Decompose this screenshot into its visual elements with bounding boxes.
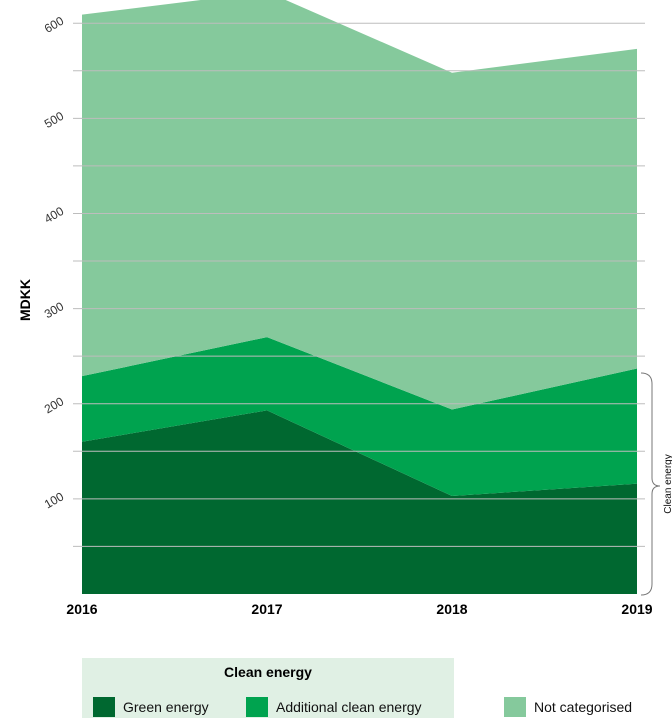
legend-swatch-not-categorised	[504, 697, 526, 717]
legend-group-box: Clean energy	[82, 658, 454, 718]
y-tick-label: 200	[42, 394, 67, 416]
legend-item-green-energy: Green energy	[93, 697, 209, 717]
x-tick-label: 2016	[66, 601, 97, 617]
gridlines	[73, 22, 645, 547]
legend-group-title: Clean energy	[224, 664, 312, 680]
y-axis-label: MDKK	[17, 279, 33, 321]
y-tick-label: 500	[42, 109, 67, 131]
clean-energy-brace	[640, 372, 661, 596]
area-not-categorised	[82, 0, 637, 410]
x-tick-label: 2019	[621, 601, 652, 617]
area-series-group	[82, 0, 637, 594]
legend-item-additional-clean-energy: Additional clean energy	[246, 697, 422, 717]
legend-label-not-categorised: Not categorised	[534, 699, 633, 715]
legend-swatch-additional-clean-energy	[246, 697, 268, 717]
legend-label-green-energy: Green energy	[123, 699, 209, 715]
clean-energy-annotation: Clean energy	[663, 454, 672, 513]
y-tick-label: 600	[42, 14, 67, 36]
y-tick-label: 400	[42, 204, 67, 226]
legend-label-additional-clean-energy: Additional clean energy	[276, 699, 422, 715]
x-tick-label: 2017	[251, 601, 282, 617]
x-tick-label: 2018	[436, 601, 467, 617]
area-additional-clean-energy	[82, 337, 637, 497]
y-tick-label: 100	[42, 489, 67, 511]
area-green-energy	[82, 410, 637, 594]
legend-swatch-green-energy	[93, 697, 115, 717]
y-tick-label: 300	[42, 299, 67, 321]
y-tick-labels: 100 200 300 400 500 600	[42, 14, 67, 512]
legend-item-not-categorised: Not categorised	[504, 697, 632, 717]
x-tick-labels: 2016 2017 2018 2019	[66, 601, 652, 617]
